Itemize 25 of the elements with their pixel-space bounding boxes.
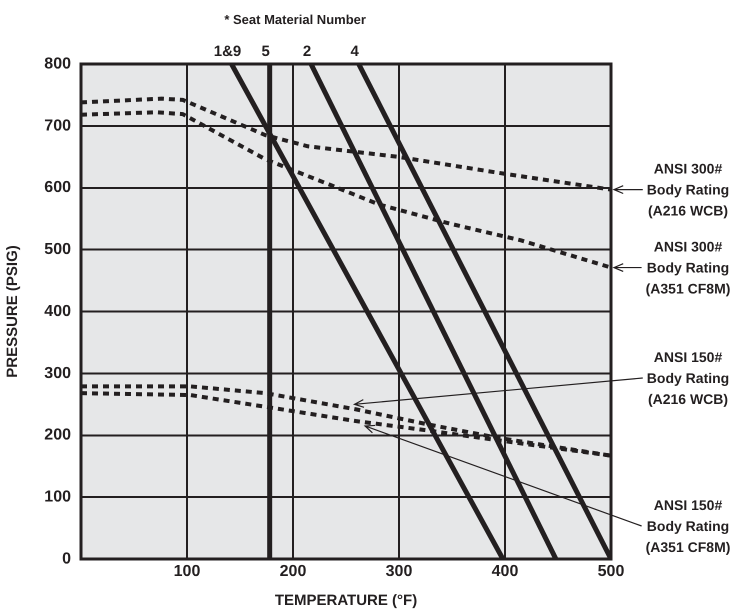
y-tick-label: 800 xyxy=(44,55,72,72)
x-tick-label: 300 xyxy=(386,563,412,580)
y-tick-label: 700 xyxy=(44,117,72,134)
y-tick-label: 300 xyxy=(44,364,72,382)
x-tick-label: 100 xyxy=(174,563,200,580)
y-tick-label: 600 xyxy=(44,179,72,196)
chart-title: * Seat Material Number xyxy=(224,12,366,27)
x-tick-label: 500 xyxy=(598,563,624,580)
annotation: ANSI 300# Body Rating (A216 WCB) xyxy=(646,160,730,219)
y-tick-label: 100 xyxy=(44,488,72,506)
series-label: 5 xyxy=(262,43,270,60)
y-tick-label: 400 xyxy=(44,302,72,320)
x-tick-label: 400 xyxy=(492,563,518,580)
y-tick-label: 500 xyxy=(44,241,72,258)
annotation: ANSI 150# Body Rating (A351 CF8M) xyxy=(646,497,730,555)
series-label: 1&9 xyxy=(214,43,242,60)
series-label: 4 xyxy=(350,43,360,60)
x-axis-title: TEMPERATURE (°F) xyxy=(274,592,418,610)
y-tick-label: 0 xyxy=(62,550,72,568)
y-axis-title: PRESSURE (PSIG) xyxy=(4,245,22,378)
series-label: 2 xyxy=(302,43,312,60)
annotation: ANSI 300# Body Rating (A351 CF8M) xyxy=(646,238,730,297)
x-tick-label: 200 xyxy=(280,563,306,580)
y-tick-label: 200 xyxy=(44,426,72,444)
annotation: ANSI 150# Body Rating (A216 WCB) xyxy=(646,349,730,407)
